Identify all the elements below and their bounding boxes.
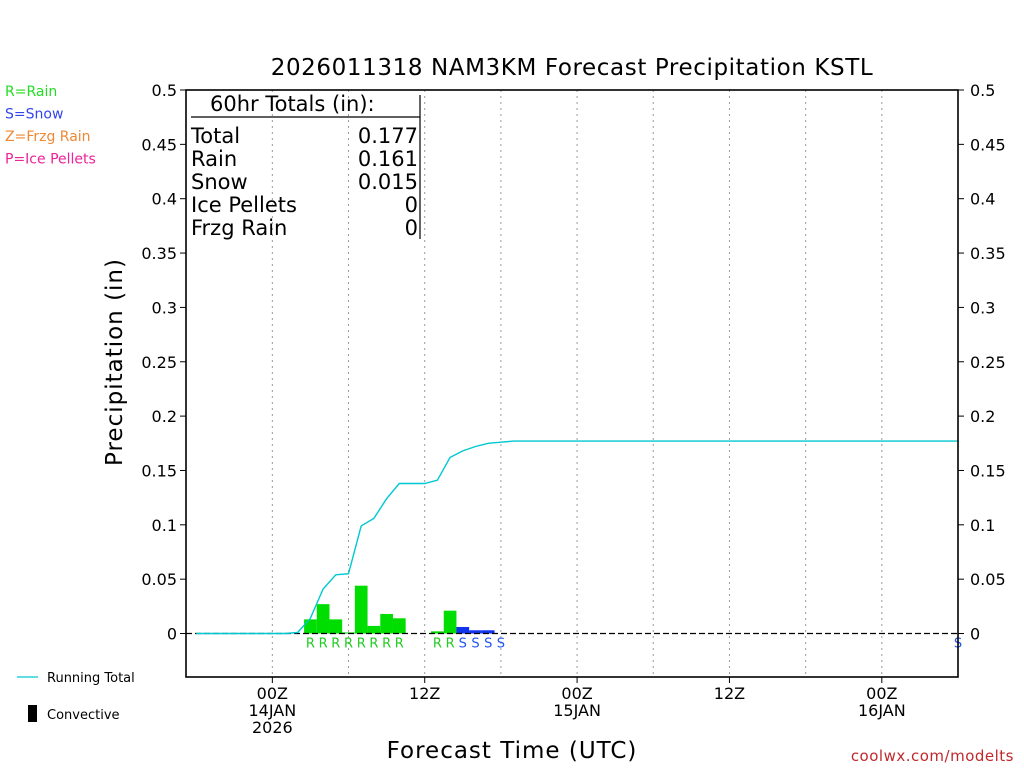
ytick-label-left-0.35: 0.35 xyxy=(141,244,177,263)
totals-value-frzg-rain: 0 xyxy=(405,216,418,240)
totals-rows: Total 0.177 Rain 0.161 Snow 0.015 Ice Pellets 0… xyxy=(190,124,418,240)
totals-label-snow: Snow xyxy=(191,170,248,194)
type-marker-R-14h: R xyxy=(369,637,378,652)
type-marker-R-13h: R xyxy=(357,637,366,652)
type-marker-R-11h: R xyxy=(331,637,340,652)
ytick-label-left-0.5: 0.5 xyxy=(152,81,177,100)
type-marker-R-12h: R xyxy=(344,637,353,652)
precip-bar-hour-11 xyxy=(329,619,343,634)
ytick-label-left-0.1: 0.1 xyxy=(152,516,177,535)
totals-value-rain: 0.161 xyxy=(358,147,418,171)
series-legend: Running Total Convective xyxy=(17,671,135,723)
precip-bar-hour-20 xyxy=(443,610,457,634)
ytick-label-right-0.2: 0.2 xyxy=(970,407,995,426)
ytick-label-left-0.3: 0.3 xyxy=(152,298,177,317)
ytick-label-right-0: 0 xyxy=(970,625,980,644)
source-credit: coolwx.com/modelts xyxy=(851,747,1014,765)
xtick-label-54h-1: 16JAN xyxy=(858,701,906,720)
xtick-label-6h-2: 2026 xyxy=(252,718,293,737)
xtick-label-6h-0: 00Z xyxy=(257,684,288,703)
hourly-bars xyxy=(304,585,495,634)
running-total-legend-label: Running Total xyxy=(47,671,135,686)
type-marker-R-15h: R xyxy=(382,637,391,652)
xtick-label-30h-0: 00Z xyxy=(561,684,592,703)
totals-value-snow: 0.015 xyxy=(358,170,418,194)
xtick-label-30h-1: 15JAN xyxy=(553,701,601,720)
ytick-label-left-0.25: 0.25 xyxy=(141,353,177,372)
type-legend-s: S=Snow xyxy=(5,107,63,123)
ytick-label-right-0.25: 0.25 xyxy=(970,353,1006,372)
ytick-label-left-0.05: 0.05 xyxy=(141,570,177,589)
ytick-label-right-0.05: 0.05 xyxy=(970,570,1006,589)
precip-bar-hour-16 xyxy=(392,618,406,634)
precip-type-legend: R=Rain S=Snow Z=Frzg Rain P=Ice Pellets xyxy=(5,84,96,168)
ytick-label-left-0.2: 0.2 xyxy=(152,407,177,426)
chart-title: 2026011318 NAM3KM Forecast Precipitation… xyxy=(271,55,874,81)
type-legend-z: Z=Frzg Rain xyxy=(5,129,91,145)
type-marker-S-22h: S xyxy=(471,637,479,652)
type-marker-R-19h: R xyxy=(433,637,442,652)
plot-frame xyxy=(185,89,959,678)
totals-label-ice-pellets: Ice Pellets xyxy=(191,193,297,217)
xtick-label-18h-0: 12Z xyxy=(409,684,440,703)
type-marker-R-9h: R xyxy=(306,637,315,652)
y-axis-ticks: 0 00.05 0.050.1 0.10.15 0.150.2 0.20.25 0.250.… xyxy=(141,81,1005,644)
precip-bar-hour-14 xyxy=(367,625,381,634)
ytick-label-left-0.45: 0.45 xyxy=(141,135,177,154)
type-legend-r: R=Rain xyxy=(5,84,57,100)
type-marker-S-21h: S xyxy=(459,637,467,652)
totals-value-ice-pellets: 0 xyxy=(405,193,418,217)
type-legend-p: P=Ice Pellets xyxy=(5,152,96,168)
precip-bar-hour-22 xyxy=(469,630,482,634)
ytick-label-right-0.4: 0.4 xyxy=(970,190,995,209)
ytick-label-left-0.4: 0.4 xyxy=(152,190,177,209)
ytick-label-right-0.15: 0.15 xyxy=(970,461,1006,480)
ytick-label-right-0.3: 0.3 xyxy=(970,298,995,317)
convective-legend-label: Convective xyxy=(47,708,120,723)
type-marker-S-23h: S xyxy=(484,637,492,652)
running-total-line-layer xyxy=(196,440,958,635)
totals-box: 60hr Totals (in): Total 0.177 Rain 0.161 Sno… xyxy=(190,92,421,240)
ytick-label-left-0.15: 0.15 xyxy=(141,461,177,480)
xtick-label-6h-1: 14JAN xyxy=(248,701,296,720)
type-marker-R-20h: R xyxy=(446,637,455,652)
xtick-label-54h-0: 00Z xyxy=(866,684,897,703)
totals-header: 60hr Totals (in): xyxy=(210,92,375,116)
totals-label-rain: Rain xyxy=(191,147,237,171)
precip-bar-hour-21 xyxy=(456,626,470,634)
y-axis-label: Precipitation (in) xyxy=(102,258,128,466)
precip-bar-hour-19 xyxy=(431,631,444,634)
type-marker-S-24h: S xyxy=(497,637,505,652)
type-marker-R-16h: R xyxy=(395,637,404,652)
running-total-line xyxy=(196,440,958,635)
ytick-label-right-0.45: 0.45 xyxy=(970,135,1006,154)
totals-value-total: 0.177 xyxy=(358,124,418,148)
ytick-label-right-0.5: 0.5 xyxy=(970,81,995,100)
ytick-label-right-0.35: 0.35 xyxy=(970,244,1006,263)
precip-bar-hour-10 xyxy=(316,604,330,634)
x-axis-label: Forecast Time (UTC) xyxy=(387,738,638,764)
convective-legend-swatch xyxy=(28,705,37,722)
precip-bar-hour-9 xyxy=(304,619,317,634)
precip-bar-hour-23 xyxy=(481,630,495,634)
ytick-label-left-0: 0 xyxy=(167,625,177,644)
grid-lines xyxy=(271,90,883,677)
precip-bar-hour-13 xyxy=(354,585,368,634)
xtick-label-42h-0: 12Z xyxy=(714,684,745,703)
ytick-label-right-0.1: 0.1 xyxy=(970,516,995,535)
totals-label-frzg-rain: Frzg Rain xyxy=(191,216,287,240)
precip-bar-hour-15 xyxy=(380,613,393,634)
type-marker-R-10h: R xyxy=(319,637,328,652)
totals-label-total: Total xyxy=(190,124,240,148)
